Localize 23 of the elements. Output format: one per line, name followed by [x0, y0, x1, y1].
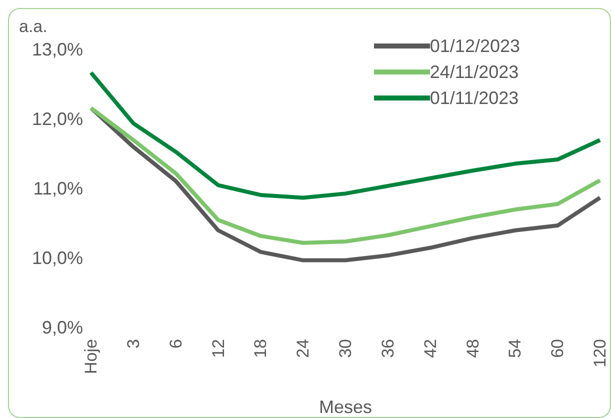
x-tick-label: 12 [208, 339, 228, 358]
legend-label: 01/12/2023 [430, 36, 520, 56]
x-axis-title: Meses [318, 397, 372, 417]
y-tick-label: 12,0% [32, 108, 83, 129]
x-tick-label: 36 [378, 339, 398, 358]
y-tick-label: 9,0% [42, 317, 83, 338]
y-axis-title: a.a. [19, 17, 48, 37]
y-tick-label: 13,0% [32, 39, 83, 60]
x-tick-label: 120 [590, 339, 610, 368]
y-tick-label: 10,0% [32, 248, 83, 268]
x-tick-label: 54 [506, 339, 525, 358]
legend-label: 24/11/2023 [430, 62, 519, 82]
x-tick-label: 60 [548, 339, 568, 358]
legend-label: 01/11/2023 [430, 88, 519, 108]
x-tick-label: 3 [124, 339, 143, 348]
x-tick-label: 42 [420, 339, 440, 358]
x-tick-label: 6 [166, 339, 186, 348]
x-tick-label: 24 [294, 339, 313, 358]
x-tick-label: 30 [336, 339, 355, 358]
x-tick-label: 48 [463, 339, 482, 358]
x-tick-label: Hoje [82, 339, 100, 374]
x-tick-label: 18 [251, 339, 270, 358]
y-tick-label: 11,0% [33, 178, 83, 198]
